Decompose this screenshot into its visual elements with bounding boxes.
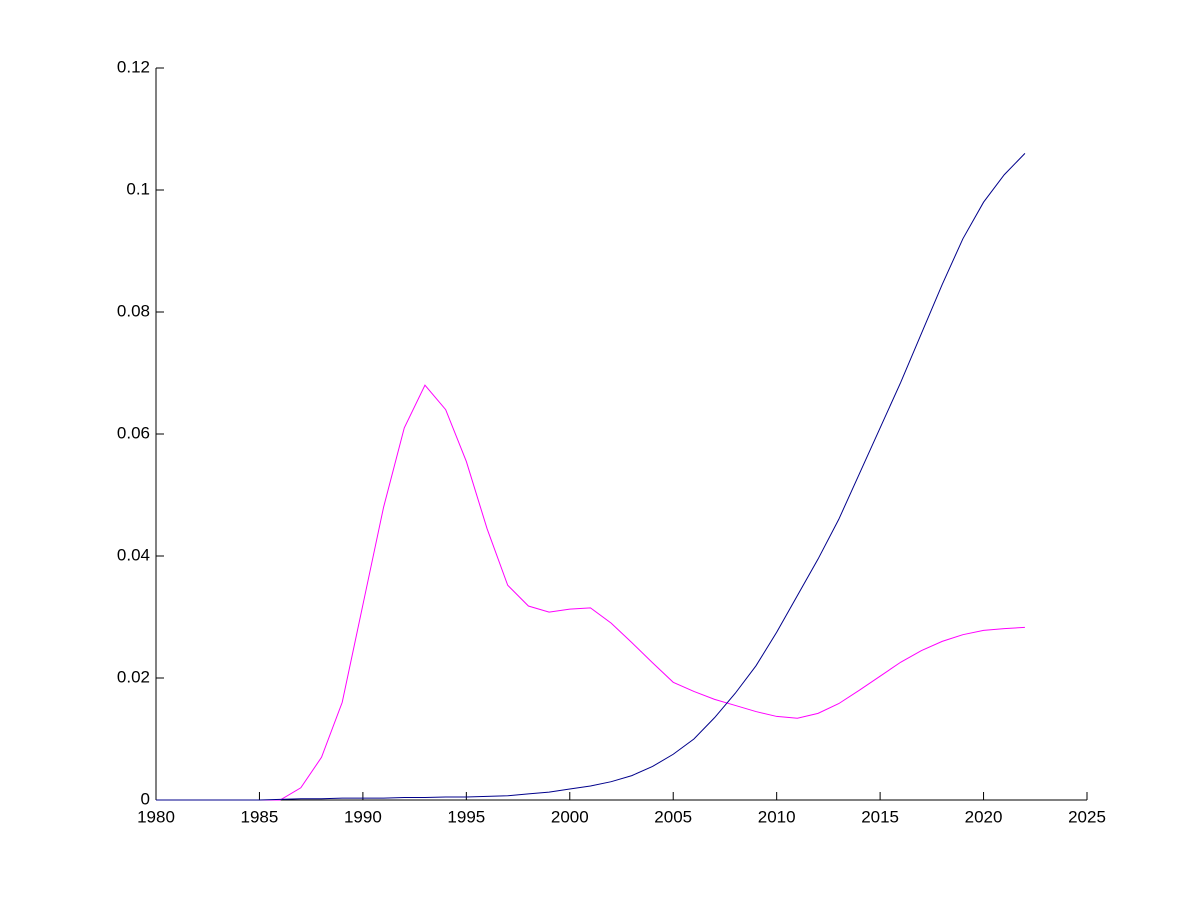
line-series: [156, 384, 1025, 801]
x-tick-label: 2015: [861, 807, 899, 826]
x-tick-label: 1995: [447, 807, 485, 826]
x-tick-label: 2025: [1068, 807, 1106, 826]
x-tick-label: 1985: [241, 807, 279, 826]
x-tick-label: 2000: [551, 807, 589, 826]
x-tick-label: 2005: [654, 807, 692, 826]
x-tick-label: 2010: [758, 807, 796, 826]
y-tick-label: 0.12: [117, 57, 150, 76]
x-tick-label: 1980: [137, 807, 175, 826]
x-tick-label: 2020: [965, 807, 1003, 826]
line-series: [156, 153, 1026, 801]
y-tick-label: 0: [141, 789, 150, 808]
y-tick-label: 0.08: [117, 301, 150, 320]
y-tick-label: 0.02: [117, 667, 150, 686]
x-tick-label: 1990: [344, 807, 382, 826]
y-tick-label: 0.04: [117, 545, 150, 564]
y-tick-label: 0.1: [126, 179, 150, 198]
y-tick-label: 0.06: [117, 423, 150, 442]
